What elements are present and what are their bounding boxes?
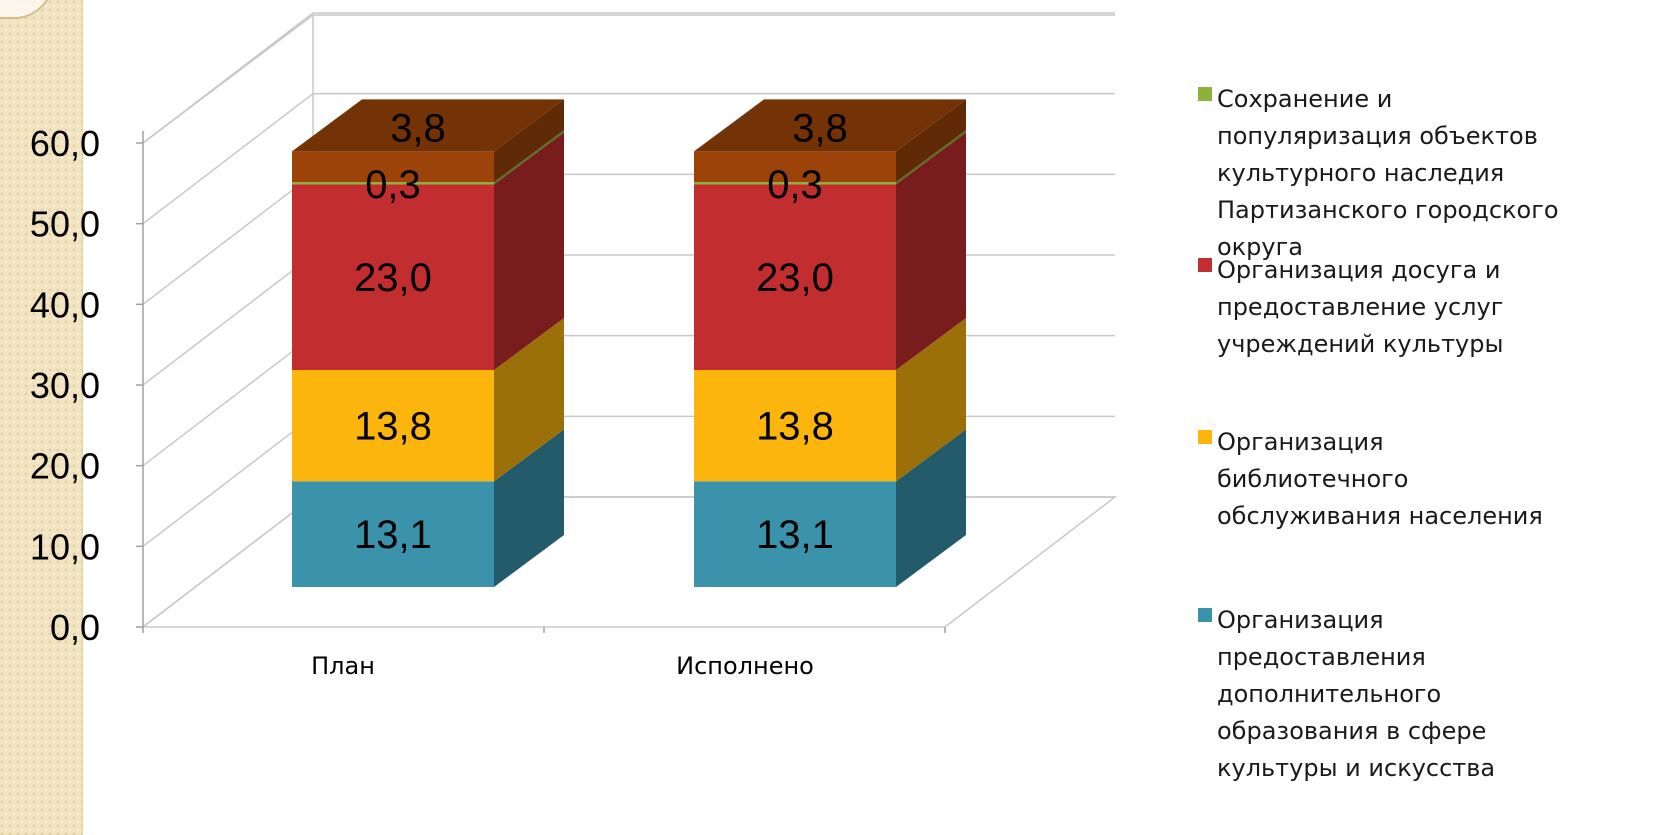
side-wall-top-line	[142, 14, 314, 144]
legend-label-library: Организация библиотечного обслуживания н…	[1217, 428, 1543, 530]
legend-swatch-leisure	[1198, 258, 1212, 272]
x-category-label: План	[311, 652, 375, 680]
y-tick-label: 10,0	[30, 526, 100, 567]
y-tick-label: 20,0	[30, 446, 100, 487]
chart-floor	[140, 496, 1118, 628]
legend-item-education: Организация предоставления дополнительно…	[1198, 602, 1668, 787]
side-wall-gridline	[142, 93, 314, 225]
bar-side-face	[896, 99, 966, 183]
bar-side-face	[494, 318, 564, 482]
bar-segment	[292, 182, 494, 185]
legend-item-library: Организация библиотечного обслуживания н…	[1198, 424, 1668, 535]
legend-item-leisure: Организация досуга и предоставление услу…	[1198, 252, 1668, 363]
bar-data-label: 13,8	[756, 405, 834, 449]
bar-data-label: 3,8	[792, 106, 848, 150]
bar-side-face	[494, 132, 564, 371]
bar-side-face	[896, 130, 966, 185]
bar-segment	[292, 184, 494, 371]
side-wall-gridline	[142, 415, 314, 547]
legend-label-leisure: Организация досуга и предоставление услу…	[1217, 256, 1504, 358]
y-tick-label: 0,0	[50, 607, 100, 648]
bar-segment	[694, 481, 896, 587]
legend-label-heritage: Сохранение и популяризация объектов куль…	[1217, 85, 1559, 261]
bar-segment	[694, 184, 896, 371]
stacked-3d-bar-chart: 0,0 10,0 20,0 30,0 40,0 50,0 60,0 План Исполнено…	[30, 12, 1118, 680]
y-tick-label: 50,0	[30, 204, 100, 245]
bar-segment	[694, 151, 896, 183]
y-tick-label: 40,0	[30, 284, 100, 325]
bar-segment	[292, 370, 494, 482]
bar-data-label: 23,0	[756, 256, 834, 300]
bar-data-label: 0,3	[365, 163, 421, 207]
side-wall-gridline	[142, 335, 314, 467]
legend-swatch-education	[1198, 608, 1212, 622]
legend-item-heritage: Сохранение и популяризация объектов куль…	[1198, 81, 1668, 266]
bar-segment	[292, 151, 494, 183]
bar-data-label: 0,3	[767, 163, 823, 207]
legend-label-education: Организация предоставления дополнительно…	[1217, 606, 1496, 782]
bar-data-label: 13,1	[354, 513, 432, 557]
bar-side-face	[494, 130, 564, 185]
bar-segment	[694, 182, 896, 185]
y-tick-label: 60,0	[30, 123, 100, 164]
legend-swatch-heritage	[1198, 87, 1212, 101]
bar-side-face	[896, 318, 966, 482]
legend-swatch-library	[1198, 430, 1212, 444]
side-wall-gridline	[142, 173, 314, 305]
bar-side-face	[896, 429, 966, 587]
bar-side-face	[896, 132, 966, 371]
bar-segment	[292, 481, 494, 587]
bar-side-face	[494, 99, 564, 183]
x-category-label: Исполнено	[676, 652, 814, 680]
bar-segment	[694, 370, 896, 482]
y-tick-label: 30,0	[30, 365, 100, 406]
side-wall-gridline	[142, 254, 314, 386]
bar-top-face	[694, 99, 966, 152]
bar-data-label: 13,1	[756, 513, 834, 557]
bar-data-label: 3,8	[390, 106, 446, 150]
bar-data-label: 23,0	[354, 256, 432, 300]
bar-side-face	[494, 429, 564, 587]
bar-data-label: 13,8	[354, 405, 432, 449]
decorative-side-strip	[0, 0, 83, 835]
bar-top-face	[292, 99, 564, 152]
